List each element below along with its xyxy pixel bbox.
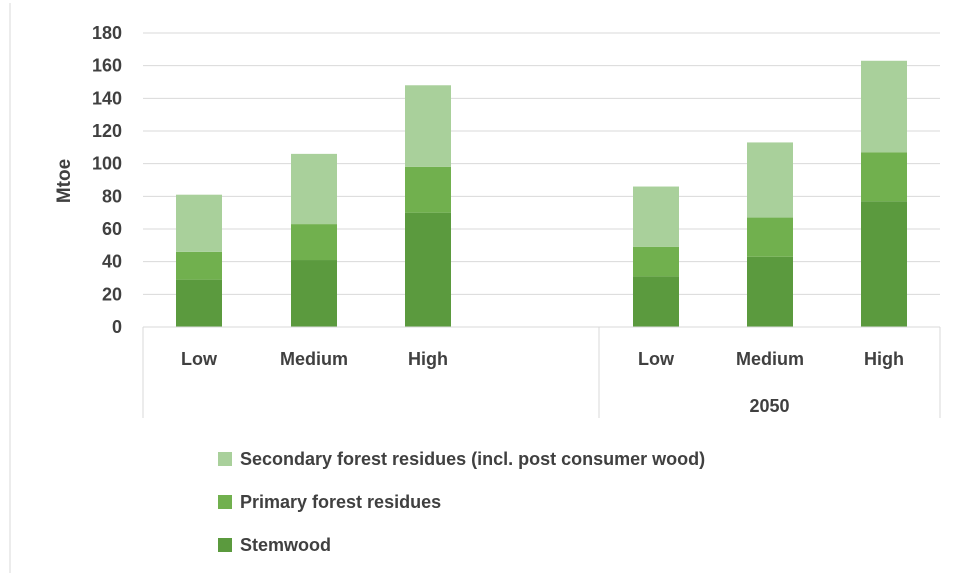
- x-category-label: Low: [181, 349, 218, 369]
- bar-segment-stemwood: [747, 256, 793, 327]
- y-tick-label: 60: [102, 219, 122, 239]
- bar-segment-primary: [861, 152, 907, 202]
- bar-segment-stemwood: [861, 201, 907, 327]
- bar-segment-secondary: [291, 153, 337, 225]
- x-category-label: High: [408, 349, 448, 369]
- x-axis: Low Medium High Low Medium High 2050: [142, 326, 941, 418]
- legend-label: Secondary forest residues (incl. post co…: [240, 449, 705, 469]
- bar-segment-stemwood: [176, 279, 222, 327]
- y-axis-tick-labels: 0 20 40 60 80 100 120 140 160 180: [92, 23, 122, 337]
- bar-segment-secondary: [633, 186, 679, 247]
- bar-segment-stemwood: [633, 276, 679, 327]
- bar-segment-stemwood: [291, 260, 337, 327]
- bar-segment-primary: [747, 217, 793, 257]
- y-tick-label: 120: [92, 121, 122, 141]
- bar-segment-stemwood: [405, 212, 451, 327]
- bars: [176, 60, 907, 327]
- y-tick-label: 0: [112, 317, 122, 337]
- y-axis-title: Mtoe: [54, 159, 75, 203]
- y-tick-label: 100: [92, 154, 122, 174]
- legend-swatch: [218, 538, 232, 552]
- x-category-label: High: [864, 349, 904, 369]
- x-group-label: 2050: [749, 396, 789, 416]
- legend: Secondary forest residues (incl. post co…: [218, 449, 705, 555]
- y-tick-label: 180: [92, 23, 122, 43]
- x-category-label: Medium: [280, 349, 348, 369]
- legend-label: Stemwood: [240, 535, 331, 555]
- bar-segment-secondary: [861, 60, 907, 153]
- bar-segment-primary: [405, 166, 451, 213]
- y-tick-label: 160: [92, 56, 122, 76]
- bar-segment-secondary: [176, 194, 222, 252]
- legend-swatch: [218, 452, 232, 466]
- gridlines: [143, 32, 940, 295]
- y-tick-label: 20: [102, 284, 122, 304]
- bar-segment-secondary: [405, 85, 451, 167]
- bar-segment-primary: [176, 251, 222, 280]
- y-tick-label: 80: [102, 186, 122, 206]
- bar-segment-secondary: [747, 142, 793, 218]
- x-category-label: Low: [638, 349, 675, 369]
- legend-label: Primary forest residues: [240, 492, 441, 512]
- bar-segment-primary: [633, 246, 679, 277]
- bar-segment-primary: [291, 224, 337, 261]
- x-category-label: Medium: [736, 349, 804, 369]
- legend-swatch: [218, 495, 232, 509]
- y-tick-label: 140: [92, 88, 122, 108]
- y-tick-label: 40: [102, 252, 122, 272]
